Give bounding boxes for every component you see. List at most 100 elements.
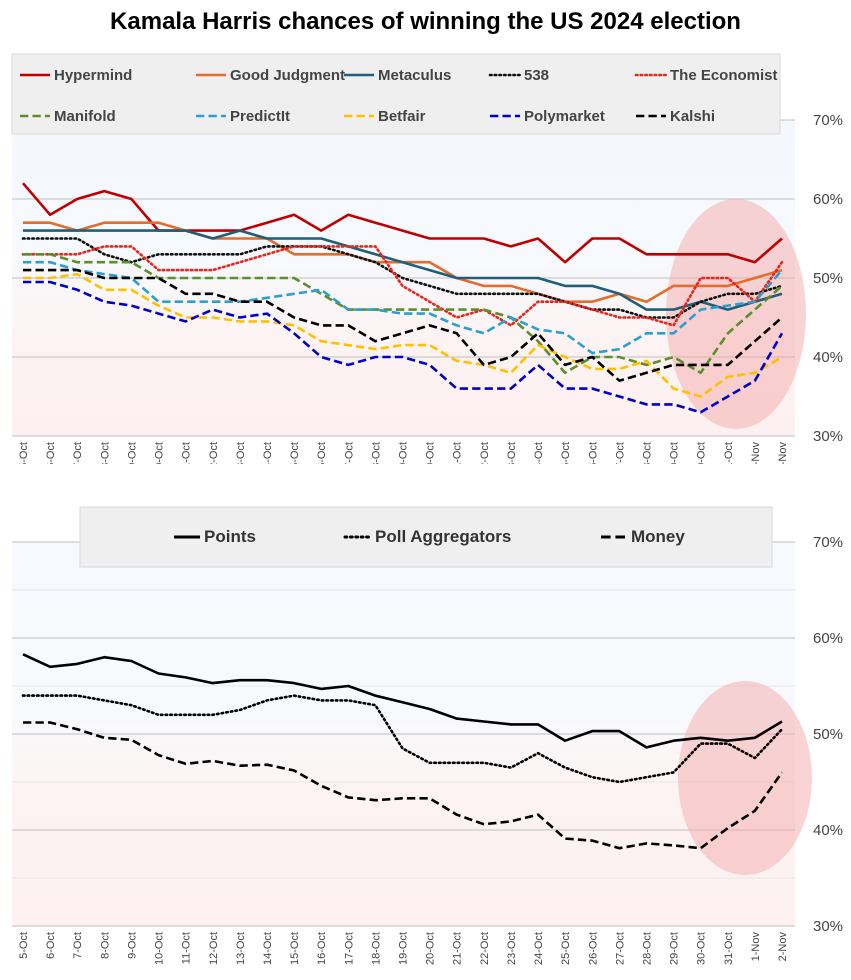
x-tick-label: 9-Oct [126, 932, 138, 959]
x-tick-label: 31-Oct [723, 932, 735, 965]
x-tick-label: 31-Oct [723, 442, 735, 464]
legend: Hypermind Good Judgment Metaculus 538 The Ec… [20, 67, 778, 125]
series-line-hypermind [22, 182, 783, 264]
x-tick-label: 18-Oct [370, 932, 382, 965]
legend-label-hypermind: Hypermind [54, 67, 132, 84]
x-tick-label: 21-Oct [452, 442, 464, 464]
series-line-kalshi [23, 268, 783, 383]
x-tick-label: 19-Oct [398, 932, 410, 965]
x-tick-label: 2-Nov [777, 932, 789, 962]
x-tick-label: 8-Oct [99, 442, 111, 464]
x-tick-label: 18-Oct [370, 442, 382, 464]
y-tick-label: 70% [813, 534, 843, 551]
series-line-the-economist [21, 245, 784, 327]
y-tick-label: 50% [813, 726, 843, 743]
x-axis-ticks: 5-Oct 6-Oct 7-Oct 8-Oct 9-Oct 10-Oct 11-Oct 12-… [18, 932, 789, 966]
y-axis-ticks: 30% 40% 50% 60% 70% [813, 534, 843, 935]
series-line-points [22, 653, 783, 749]
x-tick-label: 6-Oct [45, 932, 57, 959]
x-tick-label: 27-Oct [614, 932, 626, 965]
x-tick-label: 29-Oct [669, 932, 681, 965]
x-tick-label: 10-Oct [154, 932, 166, 965]
x-tick-label: 23-Oct [506, 932, 518, 965]
x-tick-label: 22-Oct [479, 442, 491, 464]
legend-label-money: Money [631, 527, 685, 546]
x-tick-label: 16-Oct [316, 932, 328, 965]
x-tick-label: 29-Oct [669, 442, 681, 464]
y-tick-label: 50% [813, 270, 843, 287]
x-tick-label: 11-Oct [181, 442, 193, 464]
legend-label-polymarket: Polymarket [524, 108, 605, 125]
legend-label-kalshi: Kalshi [670, 108, 715, 125]
legend-label-betfair: Betfair [378, 108, 426, 125]
x-tick-label: 20-Oct [425, 442, 437, 464]
legend-label-metaculus: Metaculus [378, 67, 451, 84]
y-tick-label: 30% [813, 918, 843, 935]
chart-title: Kamala Harris chances of winning the US … [110, 8, 741, 35]
legend-label-poll-aggregators: Poll Aggregators [375, 527, 511, 546]
x-tick-label: 26-Oct [587, 442, 599, 464]
series-lines [21, 182, 784, 414]
chart-bottom: 30% 40% 50% 60% 70% 5-Oct 6-Oct 7-Oct 8-Oct 9-Oc… [12, 506, 843, 966]
series-line-money [23, 721, 784, 850]
x-tick-label: 30-Oct [696, 442, 708, 464]
x-tick-label: 14-Oct [262, 442, 274, 464]
x-tick-label: 30-Oct [696, 932, 708, 965]
legend-label-points: Points [204, 527, 256, 546]
x-tick-label: 1-Nov [750, 442, 762, 464]
x-tick-label: 5-Oct [18, 932, 30, 959]
series-lines [21, 653, 784, 850]
series-line-polymarket [23, 280, 784, 414]
y-tick-label: 30% [813, 428, 843, 445]
series-line-metaculus [23, 229, 783, 311]
x-tick-label: 1-Nov [750, 932, 762, 962]
x-tick-label: 7-Oct [72, 932, 84, 959]
x-tick-label: 22-Oct [479, 932, 491, 965]
x-tick-label: 13-Oct [235, 442, 247, 464]
x-tick-label: 9-Oct [126, 442, 138, 464]
series-line-poll-aggregators [21, 694, 784, 784]
x-tick-label: 12-Oct [208, 442, 220, 464]
x-tick-label: 6-Oct [45, 442, 57, 464]
x-tick-label: 15-Oct [289, 442, 301, 464]
y-tick-label: 60% [813, 630, 843, 647]
x-tick-label: 7-Oct [72, 442, 84, 464]
x-tick-label: 27-Oct [614, 442, 626, 464]
x-axis-ticks: 5-Oct 6-Oct 7-Oct 8-Oct 9-Oct 10-Oct 11-Oct 12-… [18, 442, 789, 464]
y-tick-label: 40% [813, 349, 843, 366]
highlight-ellipse [666, 199, 806, 429]
x-tick-label: 25-Oct [560, 442, 572, 464]
legend-label-538: 538 [524, 67, 549, 84]
x-tick-label: 28-Oct [641, 932, 653, 965]
highlight-ellipse [678, 681, 812, 875]
x-tick-label: 5-Oct [18, 442, 30, 464]
x-tick-label: 24-Oct [533, 932, 545, 965]
x-tick-label: 15-Oct [289, 932, 301, 965]
y-axis-ticks: 30% 40% 50% 60% 70% [813, 112, 843, 445]
x-tick-label: 25-Oct [560, 932, 572, 965]
chart-top: 30% 40% 50% 60% 70% 5-Oct 6-Oct 7-Oct 8-Oct 9-Oc… [11, 53, 843, 464]
x-tick-label: 11-Oct [181, 932, 193, 964]
legend-label-the-economist: The Economist [670, 67, 778, 84]
x-tick-label: 24-Oct [533, 442, 545, 464]
legend-label-predictit: PredictIt [230, 108, 290, 125]
x-tick-label: 16-Oct [316, 442, 328, 464]
x-tick-label: 13-Oct [235, 932, 247, 965]
x-tick-label: 26-Oct [587, 932, 599, 965]
x-tick-label: 14-Oct [262, 932, 274, 965]
x-tick-label: 17-Oct [343, 932, 355, 965]
y-tick-label: 40% [813, 822, 843, 839]
legend-label-manifold: Manifold [54, 108, 116, 125]
y-tick-label: 60% [813, 191, 843, 208]
x-tick-label: 28-Oct [641, 442, 653, 464]
legend: Points Poll Aggregators Money [174, 527, 685, 546]
x-tick-label: 23-Oct [506, 442, 518, 464]
x-tick-label: 21-Oct [452, 932, 464, 965]
x-tick-label: 17-Oct [343, 442, 355, 464]
series-line-538 [21, 237, 784, 319]
x-tick-label: 8-Oct [99, 932, 111, 959]
x-tick-label: 2-Nov [777, 442, 789, 464]
legend-label-good-judgment: Good Judgment [230, 67, 345, 84]
x-tick-label: 10-Oct [154, 442, 166, 464]
x-tick-label: 12-Oct [208, 932, 220, 965]
